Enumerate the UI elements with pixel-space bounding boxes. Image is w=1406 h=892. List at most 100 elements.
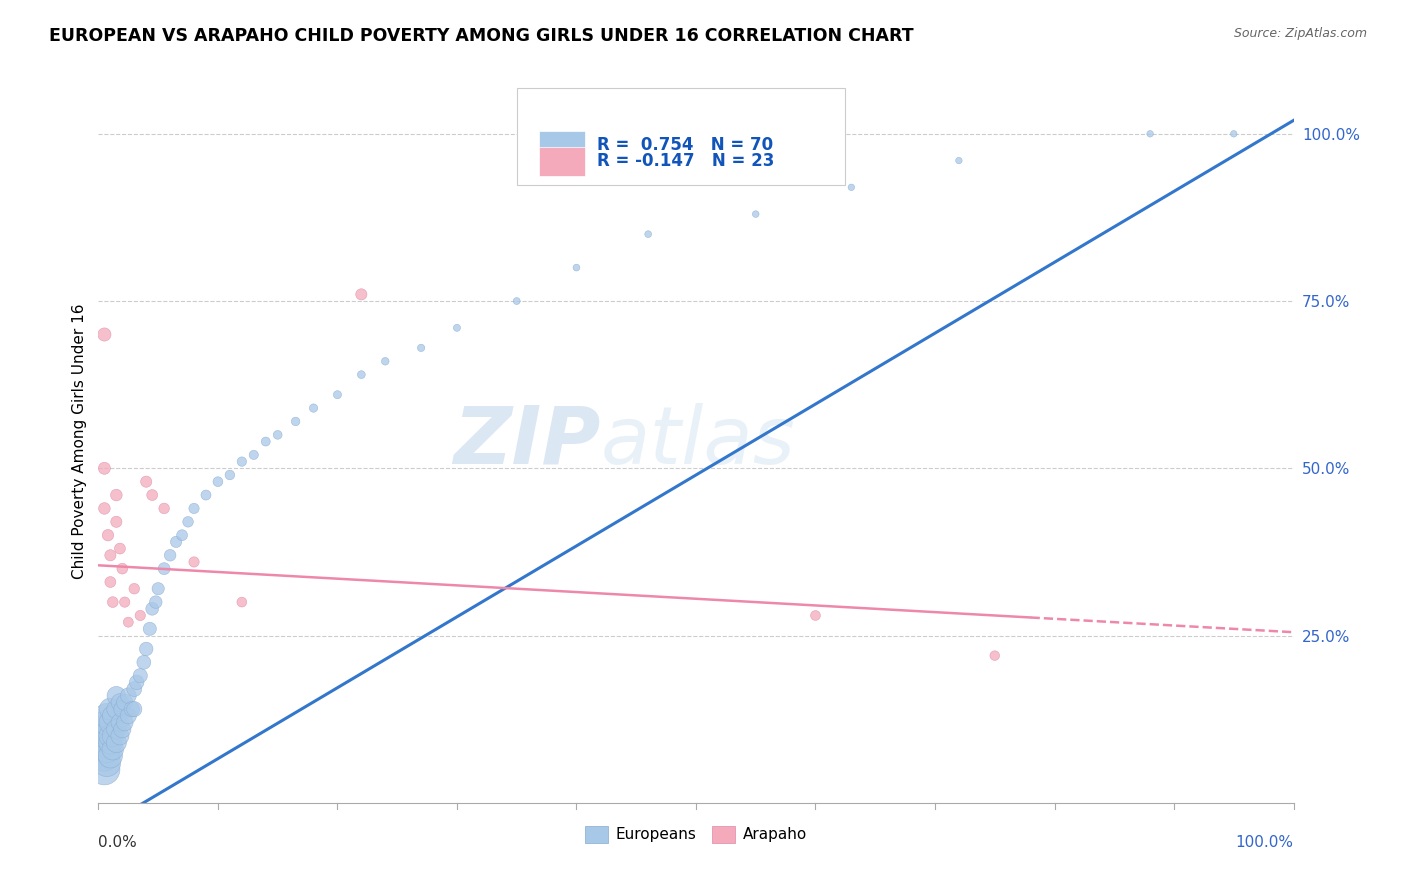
Point	[105, 488, 128, 502]
Text: Source: ZipAtlas.com: Source: ZipAtlas.com	[1233, 27, 1367, 40]
Point	[111, 702, 134, 716]
Text: R = -0.147   N = 23: R = -0.147 N = 23	[596, 153, 775, 170]
FancyBboxPatch shape	[517, 87, 845, 185]
Point	[98, 735, 122, 749]
Point	[105, 689, 128, 703]
Point	[207, 475, 229, 489]
Point	[101, 729, 124, 743]
Point	[1139, 127, 1161, 141]
Point	[326, 387, 349, 401]
Point	[101, 708, 124, 723]
Point	[565, 260, 588, 275]
Point	[139, 622, 162, 636]
Point	[98, 715, 122, 730]
Point	[96, 742, 118, 756]
Point	[114, 595, 136, 609]
Point	[948, 153, 970, 168]
Point	[121, 702, 143, 716]
Point	[124, 702, 146, 716]
Point	[117, 615, 139, 630]
Point	[159, 548, 181, 563]
Point	[172, 528, 194, 542]
Y-axis label: Child Poverty Among Girls Under 16: Child Poverty Among Girls Under 16	[72, 304, 87, 579]
Point	[350, 287, 373, 301]
Point	[93, 327, 115, 342]
Point	[231, 455, 253, 469]
Point	[148, 582, 170, 596]
Point	[114, 715, 136, 730]
Point	[841, 180, 863, 194]
Point	[105, 723, 128, 737]
Point	[98, 749, 122, 764]
Legend: Europeans, Arapaho: Europeans, Arapaho	[579, 820, 813, 849]
Point	[446, 321, 468, 335]
Point	[284, 414, 307, 429]
Point	[183, 555, 205, 569]
Point	[96, 708, 118, 723]
Point	[96, 715, 118, 730]
Point	[124, 582, 146, 596]
Point	[219, 467, 242, 482]
Text: ZIP: ZIP	[453, 402, 600, 481]
Point	[125, 675, 148, 690]
Point	[637, 227, 659, 242]
Point	[124, 681, 146, 696]
Point	[267, 427, 290, 442]
Point	[177, 515, 200, 529]
Point	[98, 548, 122, 563]
Point	[129, 669, 152, 683]
Point	[984, 648, 1007, 663]
Text: EUROPEAN VS ARAPAHO CHILD POVERTY AMONG GIRLS UNDER 16 CORRELATION CHART: EUROPEAN VS ARAPAHO CHILD POVERTY AMONG …	[49, 27, 914, 45]
Point	[117, 708, 139, 723]
Point	[108, 541, 131, 556]
Point	[111, 723, 134, 737]
Point	[135, 642, 157, 657]
Point	[374, 354, 396, 368]
Point	[101, 595, 124, 609]
Point	[254, 434, 277, 449]
Point	[141, 602, 163, 616]
Point	[105, 735, 128, 749]
Point	[1223, 127, 1246, 141]
Point	[93, 461, 115, 475]
Point	[145, 595, 167, 609]
Point	[231, 595, 253, 609]
Point	[93, 729, 115, 743]
Point	[101, 742, 124, 756]
Point	[108, 729, 131, 743]
Point	[141, 488, 163, 502]
Text: atlas: atlas	[600, 402, 796, 481]
Point	[195, 488, 218, 502]
Point	[135, 475, 157, 489]
Point	[804, 608, 827, 623]
Point	[243, 448, 266, 462]
Point	[93, 501, 115, 516]
Point	[96, 729, 118, 743]
Text: R =  0.754   N = 70: R = 0.754 N = 70	[596, 136, 773, 154]
Point	[129, 608, 152, 623]
Point	[117, 689, 139, 703]
Point	[506, 294, 529, 309]
FancyBboxPatch shape	[540, 147, 585, 176]
Point	[302, 401, 325, 416]
Point	[132, 655, 155, 669]
Point	[93, 723, 115, 737]
FancyBboxPatch shape	[540, 131, 585, 160]
Point	[108, 696, 131, 710]
Point	[745, 207, 768, 221]
Point	[105, 702, 128, 716]
Point	[350, 368, 373, 382]
Point	[165, 534, 187, 549]
Point	[93, 735, 115, 749]
Text: 100.0%: 100.0%	[1236, 835, 1294, 850]
Point	[105, 515, 128, 529]
Point	[111, 562, 134, 576]
Point	[153, 562, 176, 576]
Point	[98, 729, 122, 743]
Point	[93, 749, 115, 764]
Point	[114, 696, 136, 710]
Point	[98, 702, 122, 716]
Point	[153, 501, 176, 516]
Point	[93, 762, 115, 776]
Text: 0.0%: 0.0%	[98, 835, 138, 850]
